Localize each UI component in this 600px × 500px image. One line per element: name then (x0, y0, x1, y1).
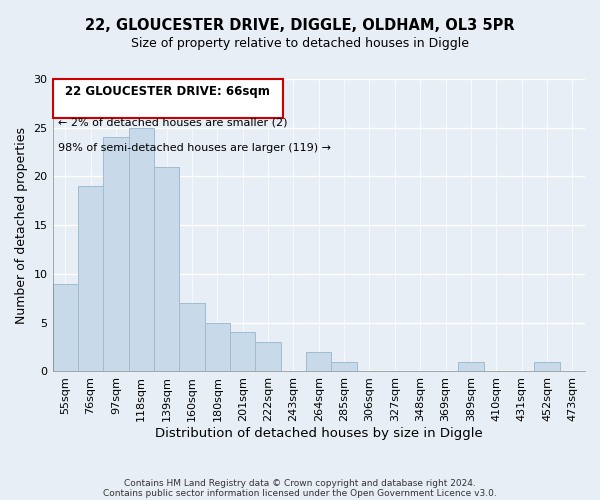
Bar (78, 186, 103, 372)
Text: Contains public sector information licensed under the Open Government Licence v3: Contains public sector information licen… (103, 488, 497, 498)
Text: 22 GLOUCESTER DRIVE: 66sqm: 22 GLOUCESTER DRIVE: 66sqm (65, 85, 271, 98)
Text: Contains HM Land Registry data © Crown copyright and database right 2024.: Contains HM Land Registry data © Crown c… (124, 478, 476, 488)
Text: 22, GLOUCESTER DRIVE, DIGGLE, OLDHAM, OL3 5PR: 22, GLOUCESTER DRIVE, DIGGLE, OLDHAM, OL… (85, 18, 515, 32)
Text: Size of property relative to detached houses in Diggle: Size of property relative to detached ho… (131, 38, 469, 51)
X-axis label: Distribution of detached houses by size in Diggle: Distribution of detached houses by size … (155, 427, 482, 440)
Bar (53, 284, 78, 372)
Y-axis label: Number of detached properties: Number of detached properties (15, 126, 28, 324)
Text: ← 2% of detached houses are smaller (2): ← 2% of detached houses are smaller (2) (58, 117, 287, 127)
Bar (534, 362, 560, 372)
Bar (306, 352, 331, 372)
Bar (458, 362, 484, 372)
Text: 98% of semi-detached houses are larger (119) →: 98% of semi-detached houses are larger (… (58, 144, 331, 154)
Bar (205, 322, 230, 372)
Bar (179, 303, 205, 372)
FancyBboxPatch shape (53, 79, 283, 118)
Bar (331, 362, 357, 372)
Bar (230, 332, 256, 372)
Bar (128, 128, 154, 372)
Bar (103, 138, 128, 372)
Bar (154, 166, 179, 372)
Bar (256, 342, 281, 372)
